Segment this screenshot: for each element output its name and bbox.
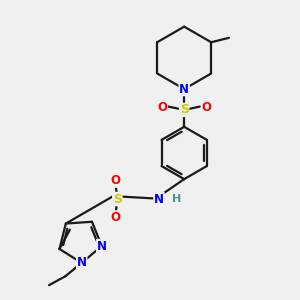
Text: O: O — [111, 174, 121, 187]
Text: N: N — [179, 82, 189, 96]
Text: H: H — [172, 194, 181, 204]
Text: N: N — [97, 239, 107, 253]
Text: N: N — [154, 193, 164, 206]
Text: S: S — [180, 103, 189, 116]
Text: O: O — [202, 101, 212, 114]
Text: O: O — [157, 101, 167, 114]
Text: S: S — [113, 193, 122, 206]
Text: O: O — [111, 211, 121, 224]
Text: N: N — [77, 256, 87, 269]
